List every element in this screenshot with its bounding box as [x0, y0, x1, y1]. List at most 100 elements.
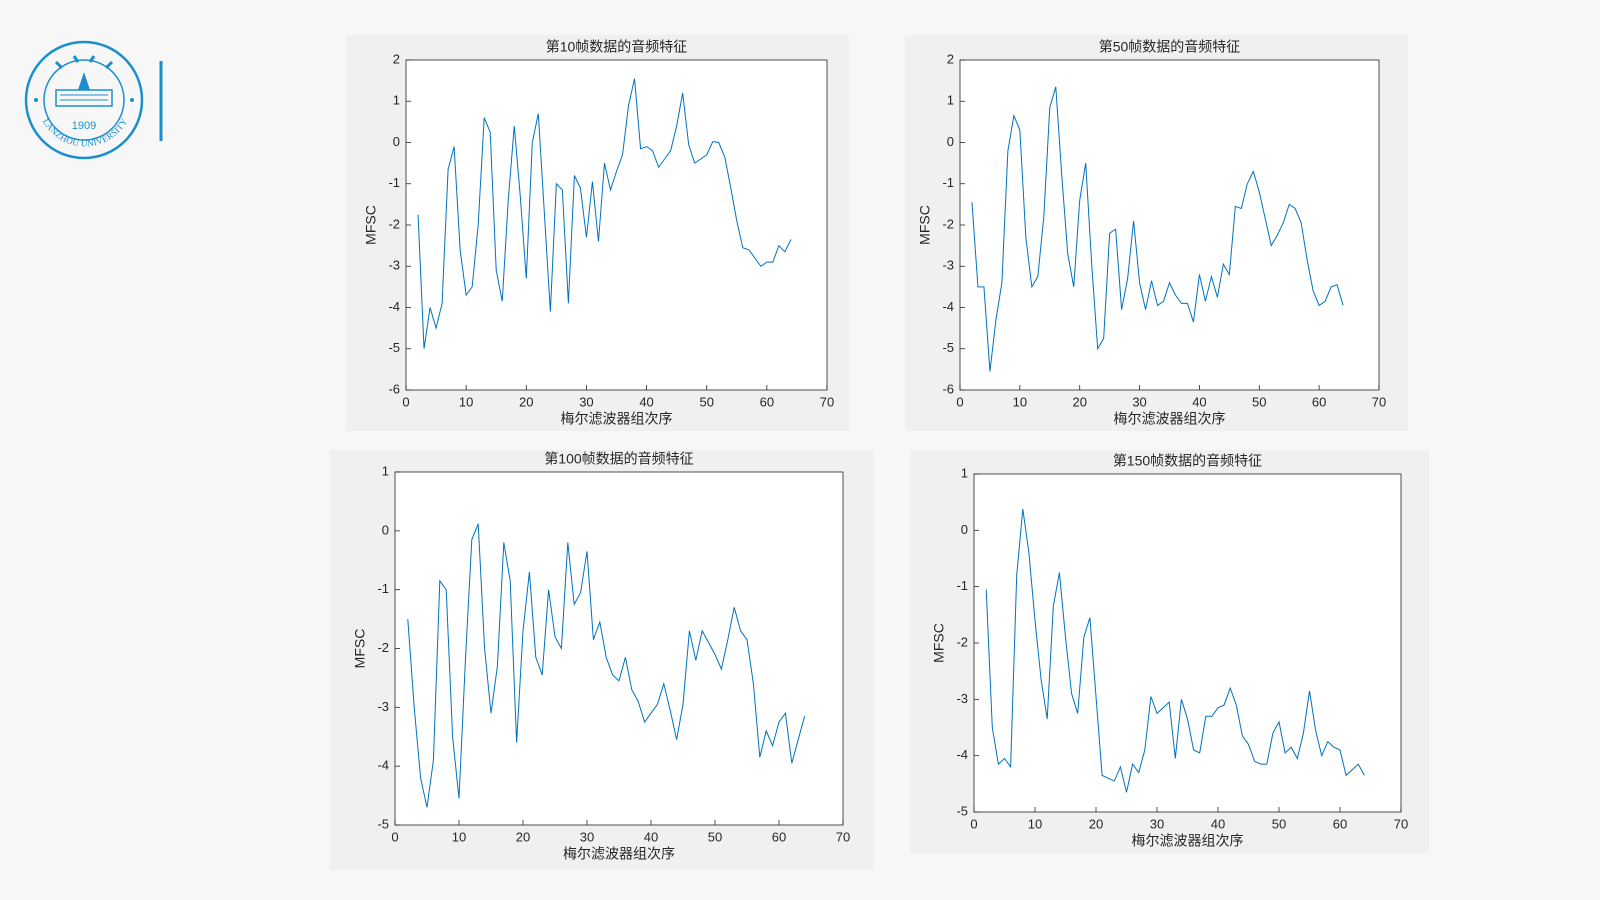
- chart: 0 10 20 30 40 50 60 70 -5 -4 -3 -2 -1 0 1 第100帧数据的音频特征梅…: [330, 450, 874, 870]
- x-tick-label: 40: [644, 829, 658, 844]
- y-tick-label: 1: [393, 93, 400, 108]
- y-tick-label: 1: [947, 93, 954, 108]
- x-tick-label: 50: [1252, 394, 1266, 409]
- x-axis-label: 梅尔滤波器组次序: [561, 411, 673, 427]
- y-tick-label: 2: [947, 51, 954, 66]
- x-tick-label: 70: [1394, 816, 1408, 831]
- x-tick-label: 0: [391, 829, 398, 844]
- x-tick-label: 40: [639, 394, 653, 409]
- chart-title: 第150帧数据的音频特征: [1113, 453, 1262, 469]
- plot-area: [973, 473, 1402, 813]
- logo-dot: [130, 98, 134, 102]
- logo-inner-ring: [43, 59, 125, 141]
- x-tick-label: 20: [1072, 394, 1086, 409]
- y-tick-label: -6: [942, 381, 954, 396]
- data-line: [971, 86, 1344, 372]
- y-tick-label: -1: [942, 175, 954, 190]
- y-tick-label: -4: [377, 758, 389, 773]
- x-tick-label: 0: [970, 816, 977, 831]
- x-tick-label: 50: [708, 829, 722, 844]
- y-tick-label: -4: [388, 299, 400, 314]
- logo: 1909 LANZHOU UNIVERSITY: [24, 40, 163, 160]
- y-axis-label: MFSC: [917, 205, 933, 245]
- data-line: [985, 508, 1365, 793]
- x-tick-label: 60: [1312, 394, 1326, 409]
- data-line: [407, 523, 806, 808]
- logo-dot: [34, 98, 38, 102]
- x-tick-label: 0: [956, 394, 963, 409]
- y-tick-label: -2: [388, 216, 400, 231]
- logo-lines: [60, 94, 108, 101]
- y-tick-label: 0: [947, 134, 954, 149]
- x-tick-label: 70: [820, 394, 834, 409]
- x-tick-label: 30: [580, 829, 594, 844]
- x-tick-label: 50: [699, 394, 713, 409]
- x-tick-label: 60: [1333, 816, 1347, 831]
- data-line: [417, 78, 792, 349]
- y-tick-label: 0: [961, 522, 968, 537]
- logo-year: 1909: [72, 120, 96, 132]
- x-tick-label: 50: [1272, 816, 1286, 831]
- x-tick-label: 40: [1192, 394, 1206, 409]
- x-tick-label: 20: [516, 829, 530, 844]
- x-tick-label: 10: [459, 394, 473, 409]
- plot-area: [405, 59, 828, 391]
- x-tick-label: 70: [1372, 394, 1386, 409]
- logo-building: [55, 89, 113, 107]
- y-tick-label: -5: [956, 803, 968, 818]
- x-tick-label: 40: [1211, 816, 1225, 831]
- y-tick-label: -2: [377, 640, 389, 655]
- x-axis-label: 梅尔滤波器组次序: [1132, 833, 1244, 849]
- y-tick-label: -3: [388, 258, 400, 273]
- x-tick-label: 10: [452, 829, 466, 844]
- y-tick-label: -2: [956, 634, 968, 649]
- y-tick-label: -2: [942, 216, 954, 231]
- y-tick-label: -4: [956, 747, 968, 762]
- y-tick-label: -3: [377, 699, 389, 714]
- x-tick-label: 30: [579, 394, 593, 409]
- x-axis-label: 梅尔滤波器组次序: [563, 846, 675, 862]
- y-tick-label: -6: [388, 381, 400, 396]
- y-axis-label: MFSC: [363, 205, 379, 245]
- y-tick-label: 0: [393, 134, 400, 149]
- x-axis-label: 梅尔滤波器组次序: [1114, 411, 1226, 427]
- x-tick-label: 20: [519, 394, 533, 409]
- y-tick-label: 2: [393, 51, 400, 66]
- x-tick-label: 0: [402, 394, 409, 409]
- chart: 0 10 20 30 40 50 60 70 -5 -4 -3 -2 -1 0 1 第150帧数据的音频特征梅…: [910, 450, 1429, 853]
- logo-ring: [24, 40, 144, 160]
- y-tick-label: -5: [942, 340, 954, 355]
- logo-tower: [78, 72, 90, 90]
- x-tick-label: 20: [1089, 816, 1103, 831]
- x-tick-label: 30: [1132, 394, 1146, 409]
- y-tick-label: 1: [382, 463, 389, 478]
- plot-area: [394, 471, 844, 826]
- y-tick-label: -5: [388, 340, 400, 355]
- y-tick-label: 1: [961, 465, 968, 480]
- y-axis-label: MFSC: [931, 623, 947, 663]
- chart: 0 10 20 30 40 50 60 70 -6 -5 -4 -3 -2 -1 0 1 2 第50帧数据的音频特…: [905, 35, 1408, 431]
- chart-title: 第10帧数据的音频特征: [546, 39, 688, 55]
- y-tick-label: -1: [956, 578, 968, 593]
- chart-title: 第50帧数据的音频特征: [1099, 39, 1241, 55]
- logo-calligraphy: [54, 55, 114, 70]
- y-tick-label: 0: [382, 522, 389, 537]
- x-tick-label: 60: [760, 394, 774, 409]
- y-tick-label: -1: [388, 175, 400, 190]
- y-tick-label: -3: [942, 258, 954, 273]
- y-axis-label: MFSC: [352, 629, 368, 669]
- y-tick-label: -4: [942, 299, 954, 314]
- chart-title: 第100帧数据的音频特征: [544, 451, 693, 467]
- y-tick-label: -5: [377, 816, 389, 831]
- x-tick-label: 10: [1013, 394, 1027, 409]
- y-tick-label: -3: [956, 691, 968, 706]
- x-tick-label: 60: [772, 829, 786, 844]
- x-tick-label: 70: [836, 829, 850, 844]
- x-tick-label: 30: [1150, 816, 1164, 831]
- y-tick-label: -1: [377, 581, 389, 596]
- chart: 0 10 20 30 40 50 60 70 -6 -5 -4 -3 -2 -1 0 1 2 第10帧数据的音频特…: [346, 35, 849, 431]
- plot-area: [959, 59, 1380, 391]
- x-tick-label: 10: [1028, 816, 1042, 831]
